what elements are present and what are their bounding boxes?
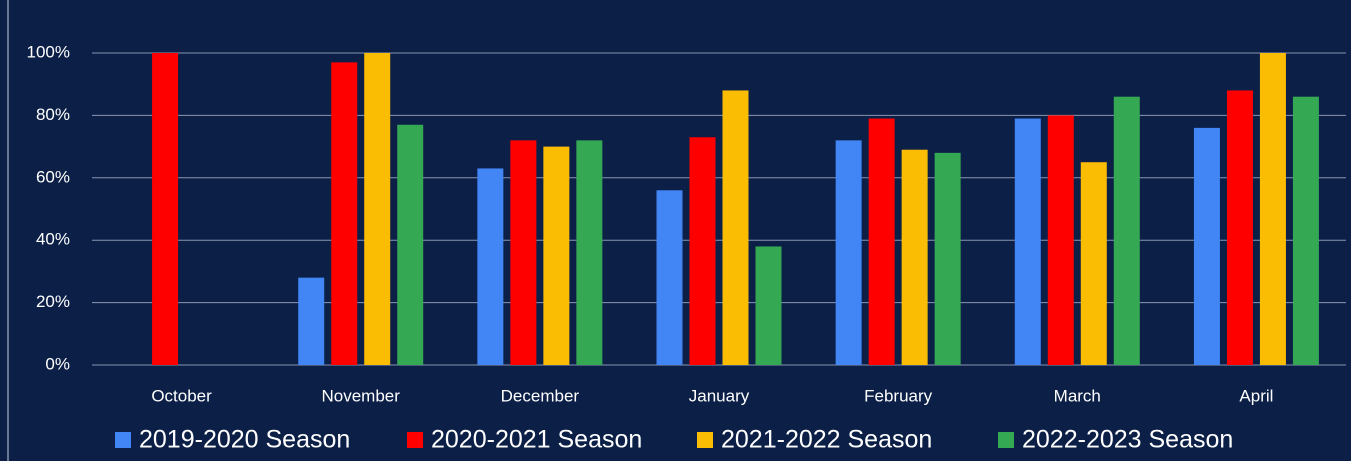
x-tick-label: April bbox=[1239, 386, 1273, 405]
bar bbox=[1080, 162, 1107, 365]
bar bbox=[397, 124, 424, 365]
x-tick-label: October bbox=[151, 386, 212, 405]
legend-label: 2021-2022 Season bbox=[721, 426, 932, 454]
x-tick-label: November bbox=[322, 386, 401, 405]
bar bbox=[1113, 96, 1140, 366]
bar bbox=[755, 246, 782, 365]
bar bbox=[364, 53, 391, 365]
bar bbox=[722, 90, 749, 365]
y-tick-label: 0% bbox=[45, 354, 70, 373]
legend-swatch bbox=[697, 432, 713, 448]
y-tick-label: 100% bbox=[27, 42, 70, 61]
bar bbox=[1259, 53, 1286, 365]
y-tick-label: 60% bbox=[36, 167, 70, 186]
x-tick-label: December bbox=[501, 386, 580, 405]
bar bbox=[868, 118, 895, 366]
bar bbox=[835, 140, 862, 365]
legend-label: 2022-2023 Season bbox=[1022, 426, 1233, 454]
bar bbox=[1226, 90, 1253, 365]
bar bbox=[1014, 118, 1041, 366]
bar bbox=[576, 140, 603, 365]
legend-swatch bbox=[407, 432, 423, 448]
legend-swatch bbox=[998, 432, 1014, 448]
bar bbox=[152, 53, 179, 365]
bar bbox=[901, 149, 928, 365]
y-tick-label: 20% bbox=[36, 292, 70, 311]
bar bbox=[298, 277, 325, 365]
bar bbox=[689, 137, 716, 365]
bar bbox=[1047, 115, 1074, 366]
x-tick-label: February bbox=[864, 386, 933, 405]
y-tick-label: 40% bbox=[36, 230, 70, 249]
x-tick-label: January bbox=[689, 386, 750, 405]
legend-swatch bbox=[115, 432, 131, 448]
x-tick-label: March bbox=[1054, 386, 1101, 405]
bar bbox=[656, 190, 683, 365]
bar bbox=[477, 168, 504, 365]
bar bbox=[510, 140, 537, 365]
bar bbox=[331, 62, 358, 366]
legend-label: 2020-2021 Season bbox=[431, 426, 642, 454]
bar bbox=[934, 152, 961, 365]
legend-label: 2019-2020 Season bbox=[139, 426, 350, 454]
bar bbox=[1193, 127, 1220, 365]
bar bbox=[1292, 96, 1319, 366]
y-tick-label: 80% bbox=[36, 105, 70, 124]
bar bbox=[543, 146, 570, 365]
